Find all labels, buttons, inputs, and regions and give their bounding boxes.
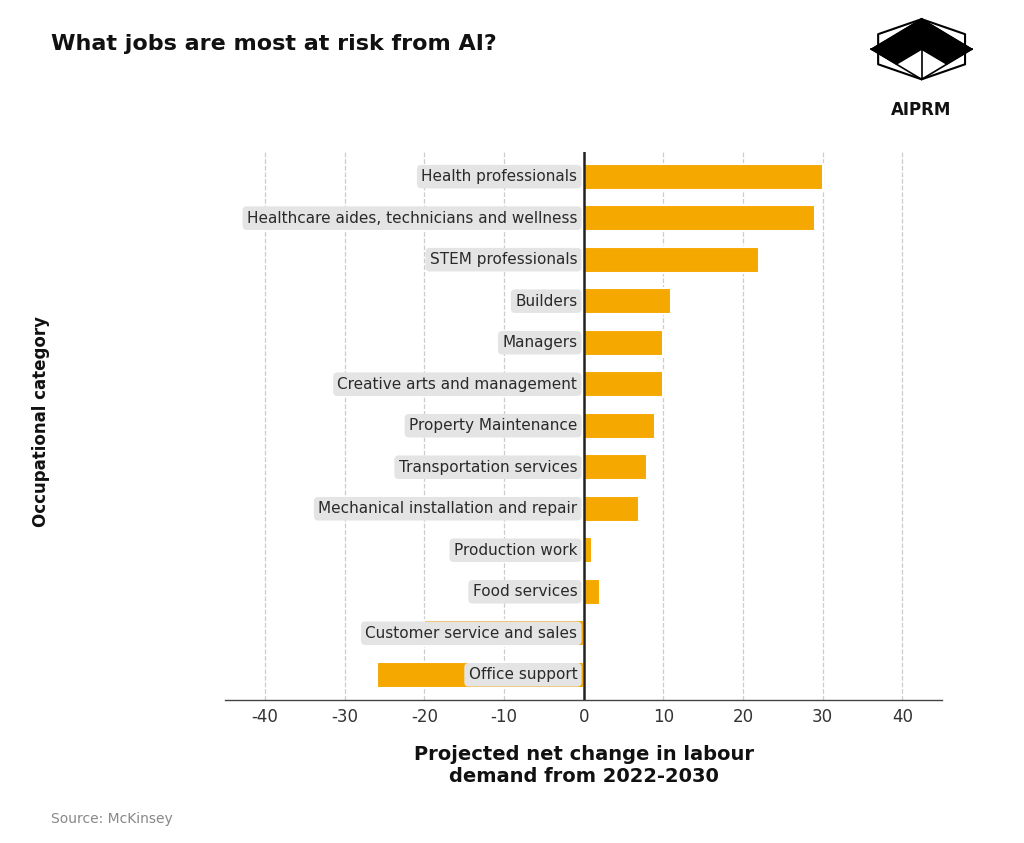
Bar — [584, 413, 655, 438]
Bar — [584, 330, 664, 356]
Text: Managers: Managers — [502, 336, 578, 350]
Text: Source: McKinsey: Source: McKinsey — [51, 812, 173, 826]
Text: Transportation services: Transportation services — [398, 459, 578, 475]
Bar — [584, 537, 592, 563]
Text: Creative arts and management: Creative arts and management — [338, 377, 578, 392]
Bar — [424, 620, 584, 646]
Polygon shape — [922, 35, 972, 64]
Bar — [377, 662, 584, 688]
Bar — [584, 454, 647, 481]
Polygon shape — [871, 35, 922, 64]
Polygon shape — [897, 19, 946, 49]
Text: Production work: Production work — [454, 543, 578, 558]
X-axis label: Projected net change in labour
demand from 2022-2030: Projected net change in labour demand fr… — [414, 745, 754, 787]
Bar — [584, 371, 664, 397]
Bar — [584, 288, 672, 314]
Text: STEM professionals: STEM professionals — [430, 252, 578, 267]
Text: Health professionals: Health professionals — [421, 169, 578, 184]
Text: What jobs are most at risk from AI?: What jobs are most at risk from AI? — [51, 34, 497, 54]
Text: AIPRM: AIPRM — [892, 101, 951, 119]
Polygon shape — [879, 19, 965, 79]
Text: Occupational category: Occupational category — [32, 316, 50, 527]
Text: Builders: Builders — [515, 293, 578, 309]
Text: Office support: Office support — [469, 668, 578, 682]
Bar — [584, 164, 822, 190]
Text: Food services: Food services — [472, 584, 578, 599]
Bar — [584, 579, 600, 604]
Bar — [584, 206, 815, 231]
Text: Property Maintenance: Property Maintenance — [409, 418, 578, 433]
Text: Mechanical installation and repair: Mechanical installation and repair — [318, 502, 578, 516]
Bar — [584, 496, 639, 522]
Bar — [584, 247, 759, 272]
Text: Healthcare aides, technicians and wellness: Healthcare aides, technicians and wellne… — [247, 211, 578, 226]
Text: Customer service and sales: Customer service and sales — [366, 626, 578, 641]
